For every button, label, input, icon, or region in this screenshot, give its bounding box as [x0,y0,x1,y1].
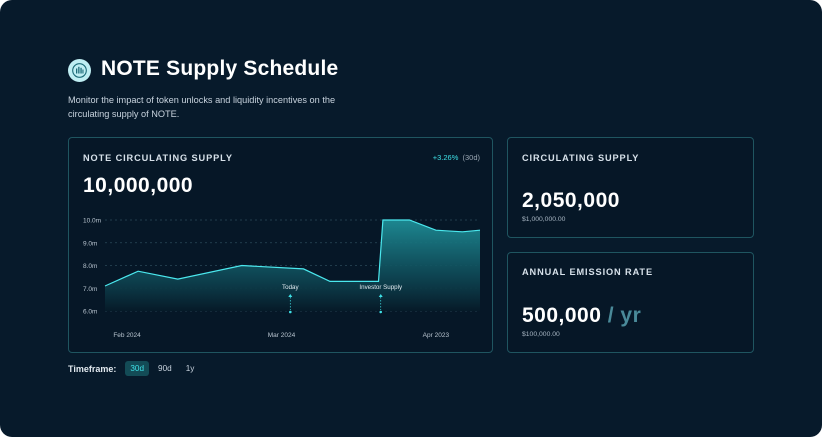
emission-rate-number: 500,000 [522,304,602,327]
circulating-supply-usd: $1,000,000.00 [522,216,566,223]
note-logo-icon [68,59,91,82]
timeframe-selector: Timeframe: 30d 90d 1y [68,361,203,376]
emission-rate-card: ANNUAL EMISSION RATE 500,000 / yr $100,0… [507,252,754,353]
y-tick-label: 8.0m [83,263,97,270]
page-title: NOTE Supply Schedule [101,57,339,80]
annotation-dot [288,310,292,314]
supply-chart: 10.0m 9.0m 8.0m 7.0m 6.0m Today Investor Supp… [83,218,481,339]
annotation-label: Investor Supply [359,284,403,291]
supply-change-percent: +3.26% [432,153,459,162]
circulating-supply-label: CIRCULATING SUPPLY [522,153,640,163]
timeframe-label: Timeframe: [68,363,117,374]
circulating-supply-value: 2,050,000 [522,189,620,212]
timeframe-option-1y[interactable]: 1y [185,364,195,373]
emission-rate-value: 500,000 / yr [522,304,641,328]
supply-change-period: (30d) [462,153,480,162]
y-tick-label: 7.0m [83,286,97,293]
supply-chart-card: NOTE CIRCULATING SUPPLY +3.26% (30d) 10,… [68,137,493,353]
annotation-arrow [288,294,293,297]
y-tick-label: 6.0m [83,309,97,316]
circulating-supply-card: CIRCULATING SUPPLY 2,050,000 $1,000,000.… [507,137,754,238]
y-tick-label: 10.0m [83,218,101,225]
emission-rate-label: ANNUAL EMISSION RATE [522,267,653,277]
emission-rate-unit: / yr [601,304,642,327]
annotation-label: Today [282,284,299,291]
x-tick-label: Mar 2024 [268,332,296,339]
supply-area [105,220,480,311]
emission-rate-usd: $100,000.00 [522,331,560,338]
chart-card-label: NOTE CIRCULATING SUPPLY [83,153,233,163]
annotation-arrow [378,294,383,297]
annotation-dot [379,310,383,314]
timeframe-option-30d[interactable]: 30d [125,361,150,376]
annotation-marker: Investor Supply [359,284,403,314]
y-tick-label: 9.0m [83,240,97,247]
x-tick-label: Feb 2024 [113,332,141,339]
page-description: Monitor the impact of token unlocks and … [68,95,336,119]
total-supply-value: 10,000,000 [83,174,194,197]
x-tick-label: Apr 2023 [423,332,450,339]
supply-change: +3.26% (30d) [433,153,480,162]
timeframe-option-90d[interactable]: 90d [158,364,172,373]
annotation-marker: Today [282,284,299,314]
supply-line [104,219,481,287]
